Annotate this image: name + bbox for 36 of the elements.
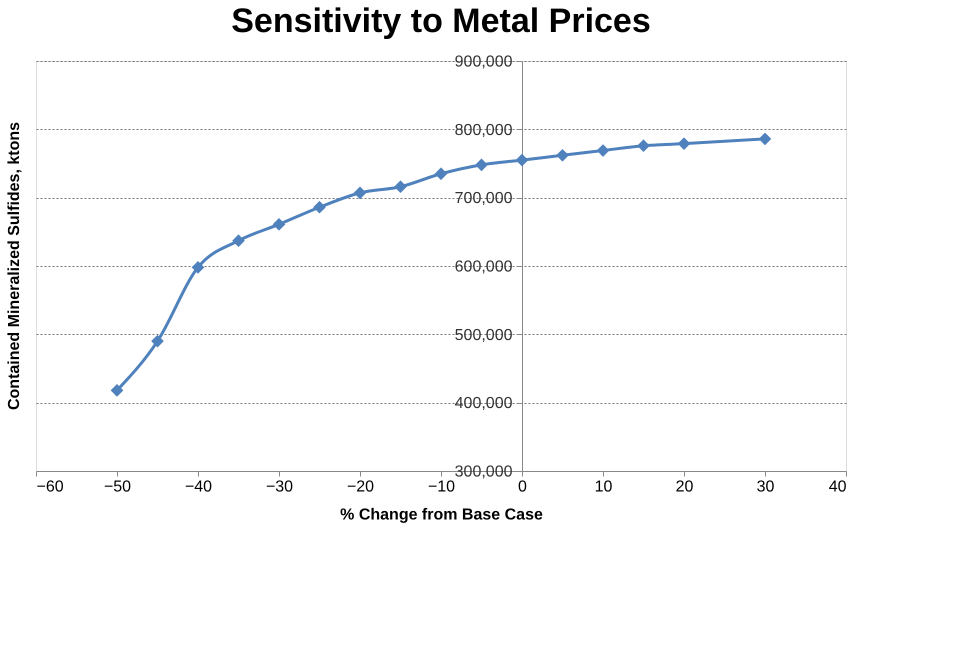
x-tick-label: 40	[828, 478, 847, 496]
y-tick-label: 500,000	[454, 326, 513, 344]
point	[758, 132, 772, 146]
chart-title: Sensitivity to Metal Prices	[231, 2, 651, 40]
x-tick-label: −60	[36, 478, 64, 496]
point	[434, 167, 448, 180]
y-tick-label: 900,000	[454, 54, 513, 70]
point	[394, 180, 407, 194]
point	[678, 137, 690, 150]
point	[354, 186, 366, 200]
point	[151, 334, 164, 348]
point	[110, 384, 124, 397]
point	[556, 148, 569, 162]
y-tick-label: 400,000	[454, 395, 513, 412]
point	[516, 154, 528, 166]
x-tick-label: 0	[518, 478, 528, 496]
x-tick-label: 10	[594, 478, 612, 496]
x-tick-label: −50	[104, 478, 132, 496]
point	[272, 218, 286, 231]
x-tick-label: −40	[184, 478, 212, 496]
point	[637, 139, 650, 152]
x-axis-title: % Change from Base Case	[340, 506, 543, 524]
x-tick-label: −30	[266, 478, 294, 496]
y-axis-title: Contained Mineralized Sulfides, ktons	[6, 122, 23, 410]
x-tick-label: −20	[346, 478, 374, 496]
point	[596, 144, 610, 157]
x-tick-label: −10	[428, 478, 456, 496]
point	[475, 158, 488, 172]
y-tick-label: 700,000	[454, 190, 513, 208]
point	[313, 200, 326, 214]
x-tick-label: 20	[676, 478, 694, 496]
point	[192, 261, 204, 274]
point	[232, 234, 245, 248]
y-tick-label: 800,000	[454, 122, 513, 139]
y-tick-label: 600,000	[454, 258, 513, 276]
x-tick-label: 30	[756, 478, 774, 496]
